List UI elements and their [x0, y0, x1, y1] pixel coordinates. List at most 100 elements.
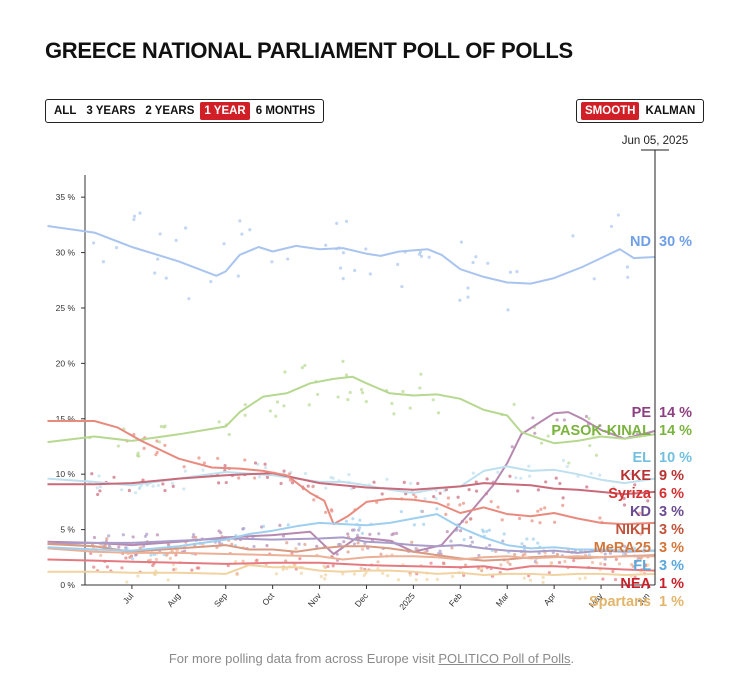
- poll-dot: [278, 523, 282, 527]
- poll-dot: [341, 359, 345, 363]
- poll-dot: [418, 250, 423, 254]
- poll-dot: [419, 254, 424, 258]
- poll-dot: [159, 424, 163, 429]
- smooth-button[interactable]: SMOOTH: [581, 102, 640, 120]
- poll-dot: [599, 562, 603, 566]
- poll-dot: [95, 486, 99, 490]
- poll-dot: [539, 441, 544, 445]
- poll-dot: [571, 234, 575, 238]
- poll-dot: [120, 566, 124, 570]
- poll-dot: [409, 481, 413, 485]
- poll-dot: [112, 475, 116, 479]
- poll-dot: [435, 577, 439, 581]
- poll-dot: [419, 509, 424, 513]
- poll-of-polls-link[interactable]: POLITICO Poll of Polls: [438, 651, 571, 666]
- kalman-button[interactable]: KALMAN: [645, 105, 696, 117]
- poll-dot: [346, 550, 350, 554]
- poll-dot: [554, 476, 558, 480]
- poll-dot: [636, 556, 640, 560]
- poll-dot: [124, 556, 128, 560]
- series-value-mera25: 3 %: [659, 540, 684, 556]
- poll-dot: [322, 564, 326, 568]
- range-2-years-button[interactable]: 2 YEARS: [145, 105, 195, 117]
- poll-dot: [96, 492, 100, 497]
- poll-dot: [344, 219, 349, 223]
- series-label-el: EL: [632, 450, 651, 466]
- poll-dot: [361, 391, 365, 395]
- x-tick-label: Sep: [212, 591, 230, 609]
- y-tick-label: 0 %: [60, 580, 75, 590]
- poll-dot: [434, 496, 438, 501]
- poll-dot: [625, 265, 630, 269]
- poll-dot: [614, 557, 618, 561]
- poll-dot: [381, 571, 385, 575]
- poll-dot: [555, 552, 560, 556]
- poll-dot: [131, 535, 135, 539]
- poll-dot: [142, 446, 146, 450]
- poll-dot: [633, 483, 637, 487]
- poll-dot: [243, 458, 247, 462]
- poll-dot: [303, 471, 308, 476]
- poll-dot: [306, 484, 310, 488]
- y-tick-label: 30 %: [56, 248, 76, 258]
- poll-dot: [89, 551, 93, 556]
- poll-dot: [563, 559, 567, 564]
- poll-dot: [349, 487, 354, 491]
- poll-dot: [520, 542, 524, 546]
- poll-dot: [175, 549, 179, 553]
- x-tick-label: Feb: [447, 591, 464, 609]
- poll-dot: [286, 257, 290, 261]
- poll-dot: [237, 476, 241, 480]
- poll-dot: [107, 534, 111, 538]
- poll-dot: [633, 575, 637, 579]
- poll-dot: [533, 431, 537, 435]
- poll-dot: [425, 577, 429, 582]
- poll-dot: [236, 274, 240, 278]
- poll-dot: [431, 398, 435, 402]
- x-tick-label: Jul: [121, 591, 136, 606]
- poll-dot: [458, 503, 462, 507]
- poll-dot: [163, 443, 167, 447]
- poll-dot: [488, 543, 492, 547]
- range-6-months-button[interactable]: 6 MONTHS: [255, 105, 316, 117]
- poll-dot: [565, 465, 569, 469]
- poll-dot: [432, 494, 436, 499]
- poll-dot: [372, 480, 376, 484]
- poll-dot: [352, 572, 357, 576]
- y-tick-label: 10 %: [56, 469, 76, 479]
- poll-dot: [285, 541, 289, 545]
- y-tick-label: 25 %: [56, 303, 76, 313]
- poll-dot: [506, 560, 510, 564]
- poll-dot: [197, 456, 201, 460]
- poll-dot: [530, 519, 534, 523]
- poll-dot: [145, 532, 149, 536]
- poll-dot: [103, 543, 107, 548]
- series-value-fl: 3 %: [659, 558, 684, 574]
- poll-dot: [184, 226, 188, 230]
- series-value-syriza: 6 %: [659, 486, 684, 502]
- poll-dot: [459, 240, 464, 244]
- range-1-year-button[interactable]: 1 YEAR: [200, 102, 250, 120]
- poll-dot: [394, 531, 399, 535]
- poll-dot: [541, 580, 545, 584]
- poll-dot: [535, 561, 539, 565]
- range-all-button[interactable]: ALL: [54, 105, 77, 117]
- poll-dot: [98, 489, 102, 493]
- poll-dot: [419, 372, 423, 376]
- smoothing-method-selector: SMOOTH KALMAN: [576, 99, 705, 123]
- poll-dot: [553, 520, 557, 524]
- poll-dot: [617, 562, 622, 566]
- poll-dot: [645, 579, 649, 584]
- poll-dot: [400, 284, 404, 289]
- series-value-kke: 9 %: [659, 468, 684, 484]
- poll-dot: [623, 544, 627, 548]
- poll-dot: [474, 480, 478, 484]
- series-line-pasok-kinal: [47, 375, 655, 445]
- poll-dot: [625, 546, 629, 550]
- range-3-years-button[interactable]: 3 YEARS: [86, 105, 136, 117]
- poll-dot: [358, 526, 362, 530]
- poll-dot: [183, 469, 188, 473]
- poll-dot: [629, 562, 634, 567]
- poll-dot: [195, 566, 199, 570]
